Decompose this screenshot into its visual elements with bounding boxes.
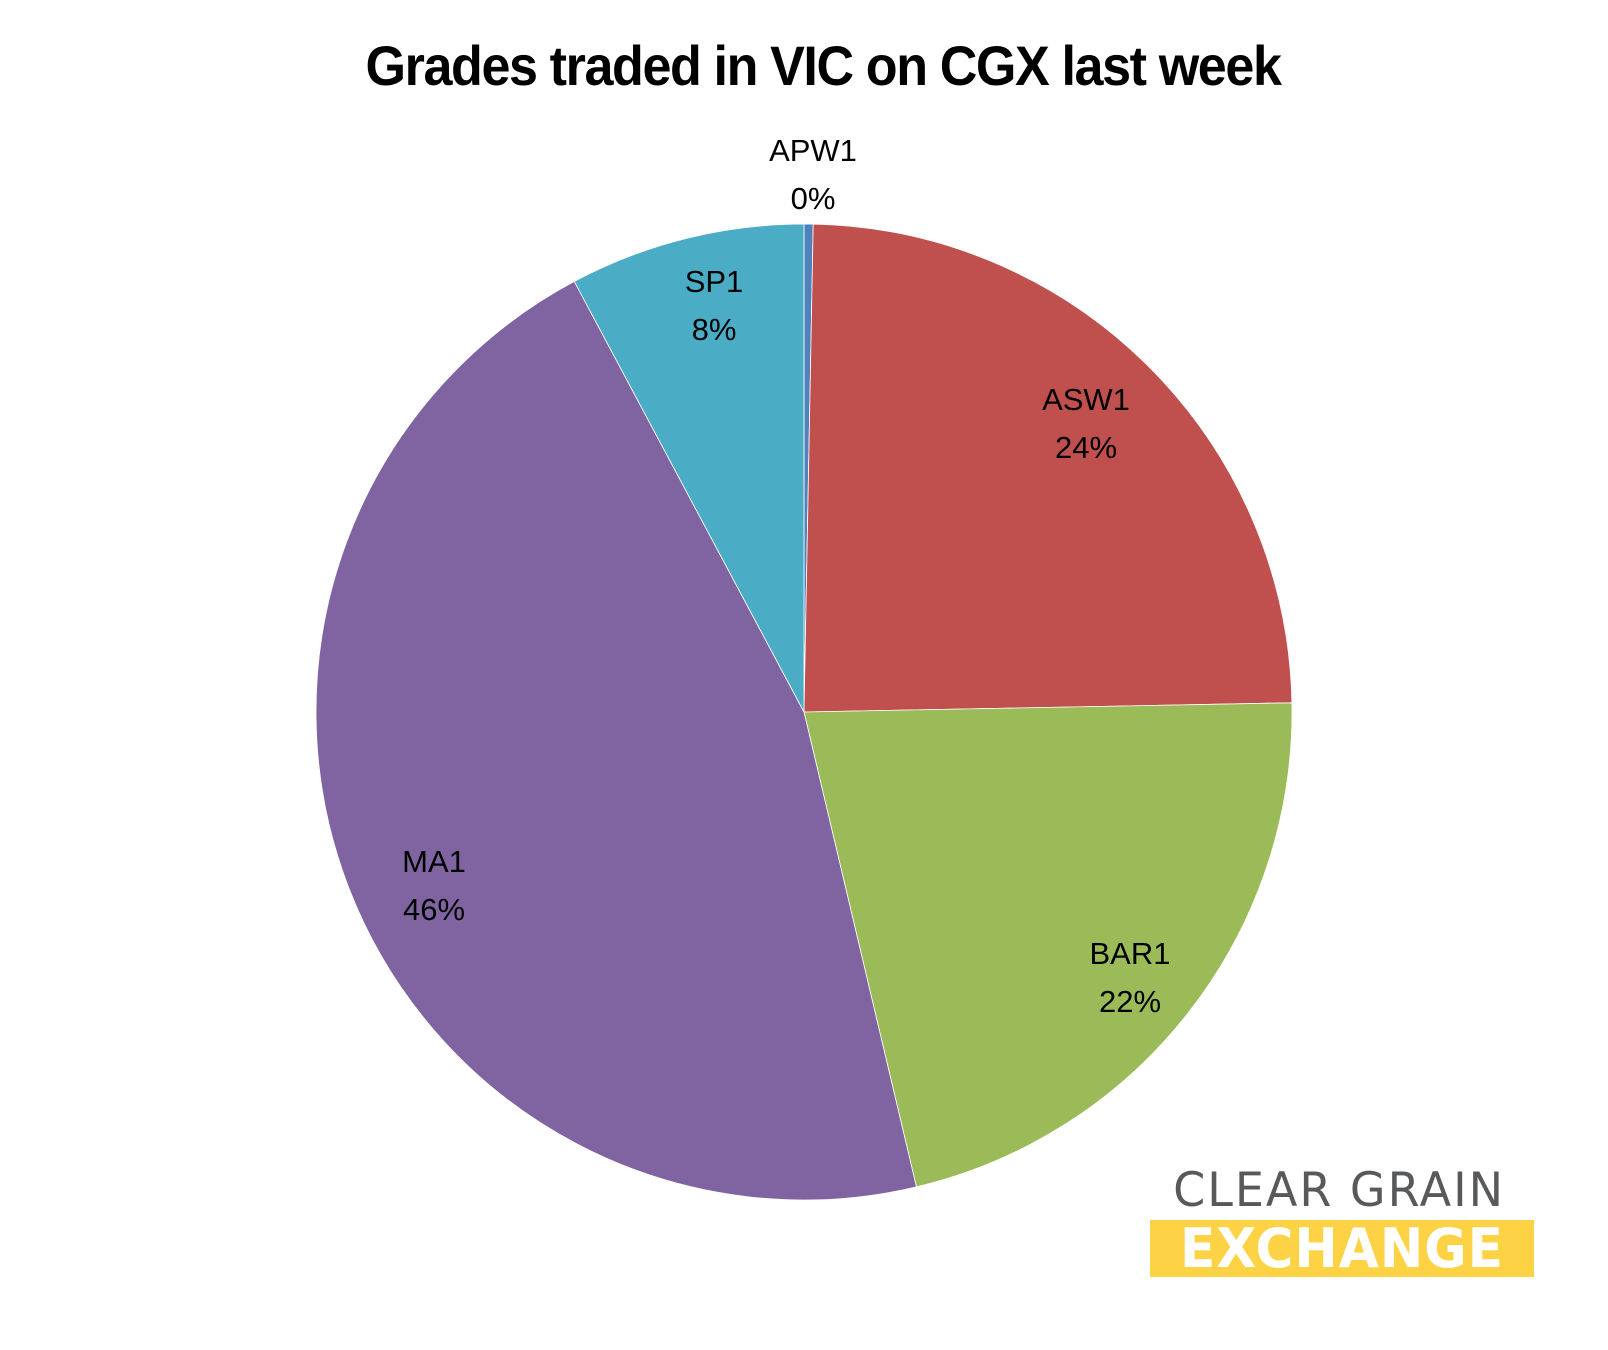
pie-slice-sp1 <box>573 223 805 713</box>
logo-line1: CLEAR GRAIN <box>1173 1163 1506 1218</box>
logo-line2: EXCHANGE <box>1179 1217 1505 1280</box>
slice-label-asw1: ASW1 24% <box>1042 376 1130 472</box>
slice-label-name: BAR1 <box>1089 936 1171 971</box>
slice-label-name: APW1 <box>769 133 857 168</box>
slice-label-percent: 24% <box>1054 430 1118 465</box>
slice-label-bar1: BAR1 22% <box>1090 930 1171 1026</box>
slice-label-name: SP1 <box>684 264 744 299</box>
pie-slice-ma1 <box>315 280 917 1201</box>
slice-label-percent: 46% <box>402 892 466 927</box>
pie-slice-asw1 <box>803 223 1293 713</box>
slice-label-percent: 22% <box>1098 984 1162 1019</box>
slice-label-percent: 8% <box>691 312 737 347</box>
slice-label-apw1: APW1 0% <box>769 127 857 223</box>
slice-label-name: MA1 <box>402 844 466 879</box>
slice-label-ma1: MA1 46% <box>402 838 466 934</box>
logo-yellow-bar <box>1150 1220 1534 1277</box>
chart-title: Grades traded in VIC on CGX last week <box>365 34 1281 97</box>
slice-label-percent: 0% <box>790 181 836 216</box>
clear-grain-exchange-logo: CLEAR GRAIN EXCHANGE <box>1150 1163 1534 1279</box>
slice-label-name: ASW1 <box>1042 382 1130 417</box>
pie-slice-bar1 <box>803 702 1293 1188</box>
slice-label-sp1: SP1 8% <box>685 258 744 354</box>
